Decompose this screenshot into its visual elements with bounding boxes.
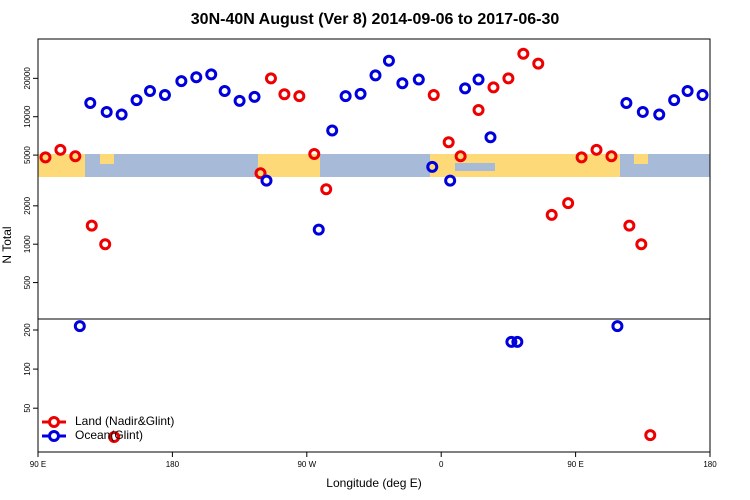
legend-label: Land (Nadir&Glint) (75, 414, 174, 428)
point (260, 174, 273, 187)
point (115, 108, 128, 121)
point (254, 167, 267, 180)
point (611, 320, 624, 333)
point (175, 75, 188, 88)
plot-frame (37, 38, 711, 453)
point (459, 82, 472, 95)
point (130, 94, 143, 107)
y-tick-label: 50 (23, 403, 32, 412)
point (312, 223, 325, 236)
point (326, 124, 339, 137)
point (158, 89, 171, 102)
point (575, 151, 588, 164)
point (108, 431, 121, 444)
point (73, 320, 86, 333)
point (562, 197, 575, 210)
point (442, 136, 455, 149)
point (264, 72, 277, 85)
point (412, 73, 425, 86)
point (545, 208, 558, 221)
point (99, 238, 112, 251)
y-tick-label: 1000 (23, 235, 32, 253)
point (369, 69, 382, 82)
y-tick-label: 10000 (23, 105, 32, 128)
point (427, 89, 440, 102)
point (517, 47, 530, 60)
x-tick-label: 180 (166, 460, 180, 469)
y-tick-label: 500 (23, 275, 32, 289)
legend-label: Ocean(Glint) (75, 428, 143, 442)
point (396, 77, 409, 90)
point (681, 85, 694, 98)
point (320, 183, 333, 196)
y-tick-label: 2000 (23, 196, 32, 214)
point (696, 89, 709, 102)
point (354, 87, 367, 100)
point (278, 88, 291, 101)
point (248, 90, 261, 103)
legend-marker (48, 430, 60, 442)
point (472, 103, 485, 116)
point (487, 81, 500, 94)
point (39, 151, 52, 164)
y-tick-label: 100 (23, 362, 32, 376)
point (205, 68, 218, 81)
point (85, 219, 98, 232)
point (484, 131, 497, 144)
point (426, 160, 439, 173)
x-tick-label: 180 (703, 460, 717, 469)
x-tick-label: 90 W (297, 460, 316, 469)
point (382, 54, 395, 67)
point (100, 105, 113, 118)
point (532, 57, 545, 70)
point (190, 71, 203, 84)
point (454, 150, 467, 163)
point (653, 108, 666, 121)
x-tick-label: 0 (439, 460, 444, 469)
point (69, 150, 82, 163)
y-tick-label: 200 (23, 323, 32, 337)
point (144, 85, 156, 98)
map-band (38, 154, 710, 177)
chart-title: 30N-40N August (Ver 8) 2014-09-06 to 201… (191, 11, 560, 28)
point (218, 85, 231, 98)
x-axis-label: Longitude (deg E) (326, 476, 421, 490)
point (636, 105, 649, 118)
point (605, 150, 618, 163)
x-tick-label: 90 E (30, 460, 46, 469)
point (668, 94, 681, 107)
point (54, 143, 67, 156)
y-tick-label: 20000 (23, 67, 32, 90)
point (502, 72, 515, 85)
point (644, 429, 657, 442)
point (620, 97, 633, 110)
x-tick-label: 90 E (567, 460, 583, 469)
point (635, 238, 648, 251)
point (339, 90, 352, 103)
point (233, 94, 246, 107)
point (511, 335, 524, 348)
point (472, 73, 485, 86)
point (444, 174, 457, 187)
y-tick-label: 5000 (23, 146, 32, 164)
point (590, 143, 603, 156)
point (84, 97, 97, 110)
legend-marker (48, 416, 60, 428)
point (623, 219, 636, 232)
y-axis-label: N Total (0, 226, 14, 263)
point (505, 335, 518, 348)
point (308, 147, 321, 160)
point (293, 90, 306, 103)
